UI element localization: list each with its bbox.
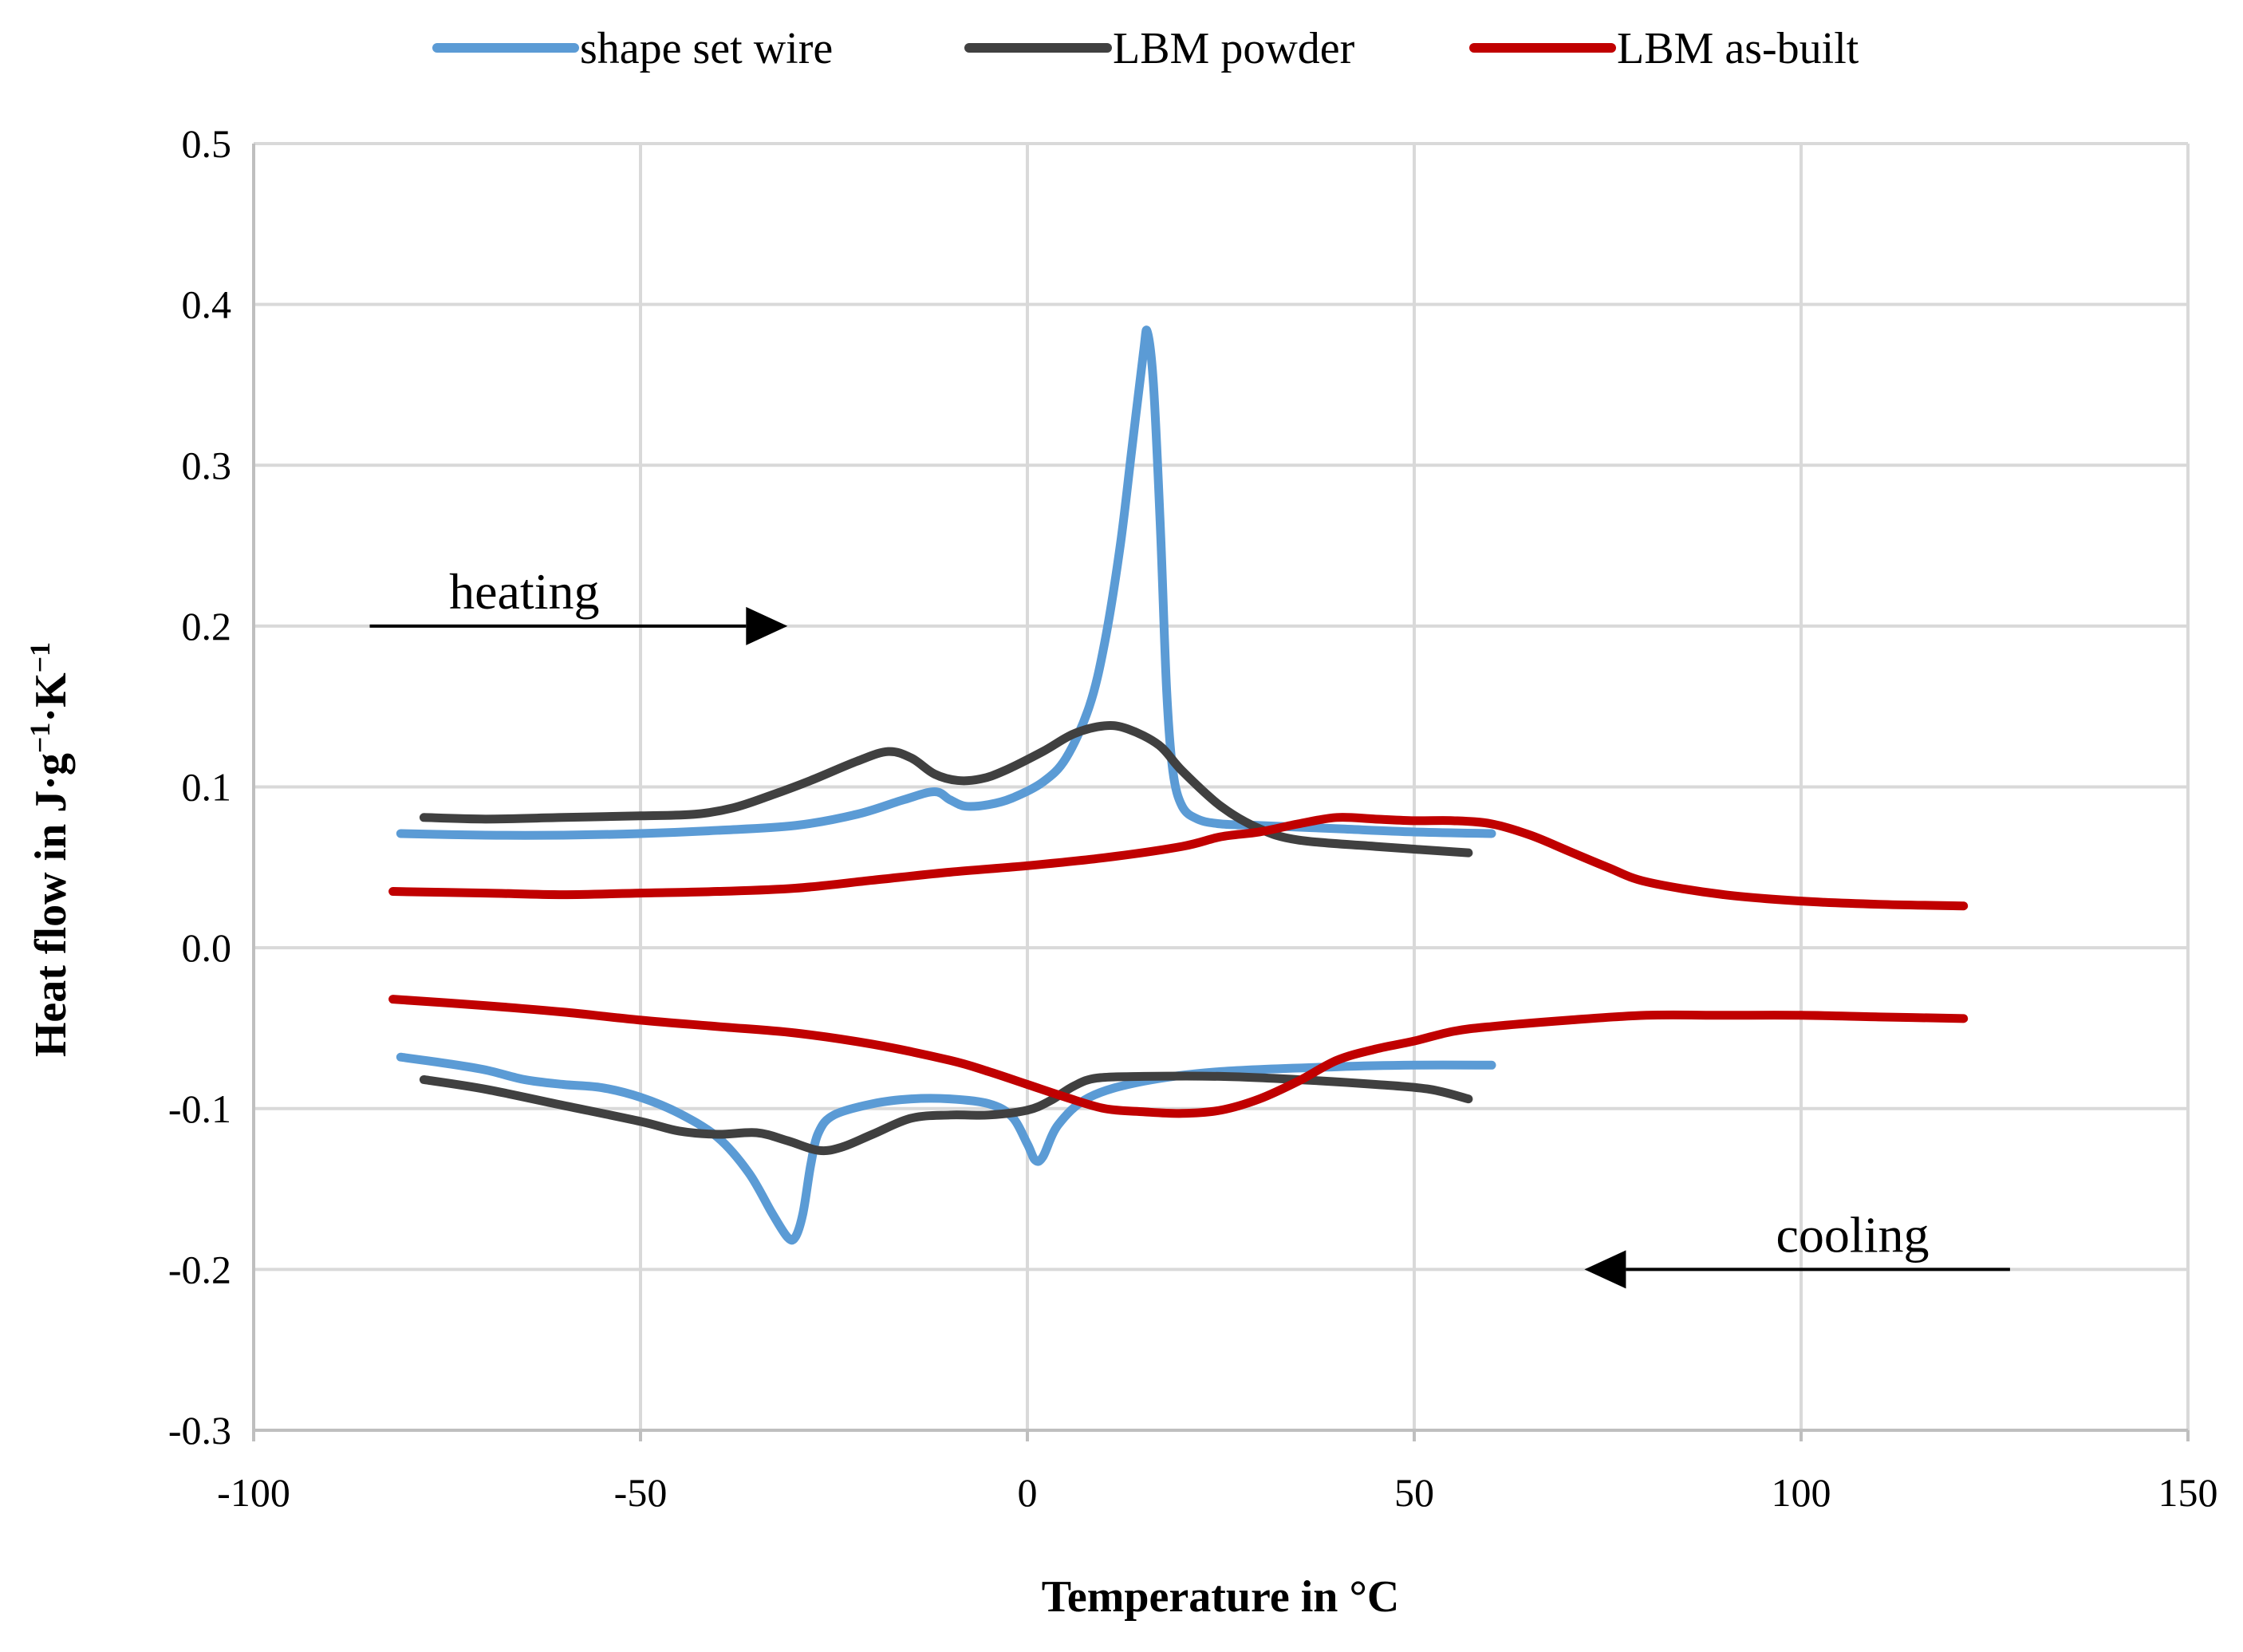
heating-arrow-head — [746, 606, 788, 645]
axes — [252, 144, 2190, 1441]
heating-label: heating — [449, 563, 599, 620]
y-tick-label: 0.5 — [182, 121, 232, 166]
series-line-lbm-powder-heating — [419, 721, 1473, 858]
series-line-shape-set-wire-heating — [396, 325, 1496, 840]
x-axis-title: Temperature in °C — [1042, 1572, 1400, 1622]
y-tick-label: -0.2 — [168, 1247, 231, 1291]
x-tick-label: 150 — [2158, 1470, 2218, 1515]
y-tick-labels: -0.3 -0.2 -0.1 0.0 0.1 0.2 0.3 0.4 0.5 — [168, 121, 231, 1453]
y-axis-title-main: Heat flow in J·g — [26, 753, 76, 1057]
x-tick-label: 50 — [1394, 1470, 1434, 1515]
legend-item-lbm-as-built: LBM as-built — [1469, 24, 1859, 73]
x-tick-label: 100 — [1772, 1470, 1831, 1515]
legend-label-lbm-as-built: LBM as-built — [1617, 24, 1859, 73]
y-tick-label: 0.2 — [182, 604, 232, 649]
y-tick-label: 0.3 — [182, 443, 232, 487]
legend-item-lbm-powder: LBM powder — [964, 24, 1355, 73]
cooling-label: cooling — [1776, 1206, 1930, 1263]
x-tick-label: -100 — [217, 1470, 290, 1515]
series-line-lbm-as-built-cooling — [388, 995, 1969, 1118]
x-tick-labels: -100 -50 0 50 100 150 — [217, 1470, 2217, 1515]
y-tick-label: -0.1 — [168, 1086, 231, 1131]
x-tick-label: -50 — [614, 1470, 668, 1515]
x-tick-label: 0 — [1018, 1470, 1038, 1515]
y-axis-title-sup-2: −1 — [24, 642, 56, 673]
annotations: heating cooling — [369, 563, 2010, 1289]
y-axis-title: Heat flow in J·g−1·K−1 — [24, 642, 76, 1057]
series-line-lbm-powder-cooling — [419, 1071, 1473, 1156]
y-axis-title-sup-1: −1 — [24, 723, 56, 754]
legend-item-shape-set-wire: shape set wire — [432, 24, 833, 73]
y-tick-label: -0.3 — [168, 1408, 231, 1453]
cooling-arrow-head — [1584, 1250, 1626, 1289]
y-tick-label: 0.0 — [182, 925, 232, 970]
y-tick-label: 0.4 — [182, 282, 232, 327]
series-line-lbm-as-built-heating — [388, 813, 1969, 911]
legend-label-lbm-powder: LBM powder — [1113, 24, 1355, 73]
y-axis-title-unit: ·K — [26, 672, 76, 723]
series-lines — [388, 325, 1969, 1245]
series-line-shape-set-wire-cooling — [396, 1052, 1496, 1245]
y-tick-label: 0.1 — [182, 765, 232, 810]
legend-label-shape-set-wire: shape set wire — [580, 24, 833, 73]
legend: shape set wire LBM powder LBM as-built — [432, 24, 1859, 73]
